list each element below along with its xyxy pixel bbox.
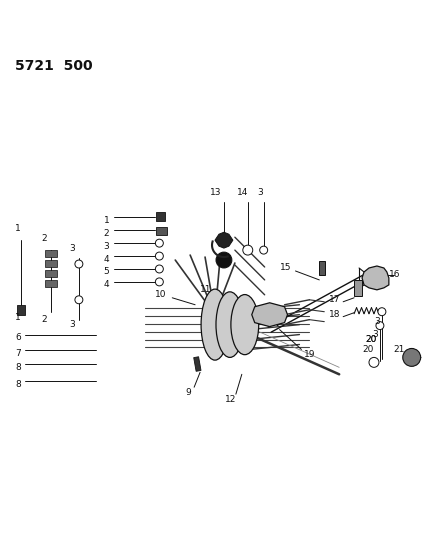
Text: 3: 3 <box>69 244 75 253</box>
Circle shape <box>243 245 253 255</box>
Circle shape <box>155 239 163 247</box>
Text: 1: 1 <box>15 313 21 322</box>
Text: 19: 19 <box>304 350 316 359</box>
Text: 13: 13 <box>210 188 222 197</box>
Circle shape <box>155 278 163 286</box>
Circle shape <box>378 308 386 316</box>
Text: 20: 20 <box>362 345 373 354</box>
Polygon shape <box>215 232 233 248</box>
Text: 15: 15 <box>279 263 291 272</box>
Polygon shape <box>362 266 389 290</box>
Text: 11: 11 <box>200 285 211 294</box>
Circle shape <box>75 296 83 304</box>
Text: 3: 3 <box>258 188 264 197</box>
Text: 16: 16 <box>389 270 400 279</box>
Text: 1: 1 <box>15 224 21 233</box>
Text: 4: 4 <box>104 255 109 263</box>
Text: 14: 14 <box>237 188 248 197</box>
Text: 2: 2 <box>104 229 109 238</box>
Text: 4: 4 <box>104 280 109 289</box>
Circle shape <box>216 252 232 268</box>
Text: 9: 9 <box>185 387 191 397</box>
Text: 21: 21 <box>394 345 405 354</box>
Polygon shape <box>252 303 288 327</box>
Circle shape <box>403 349 421 366</box>
Circle shape <box>155 265 163 273</box>
Text: 18: 18 <box>329 310 341 319</box>
Bar <box>156 227 167 235</box>
Ellipse shape <box>216 292 244 358</box>
Text: 7: 7 <box>15 349 21 358</box>
Ellipse shape <box>231 295 259 354</box>
Text: 5: 5 <box>104 268 110 277</box>
Circle shape <box>75 260 83 268</box>
Text: 10: 10 <box>155 290 167 300</box>
Bar <box>45 260 57 267</box>
Bar <box>17 305 25 314</box>
Text: 3: 3 <box>372 330 378 339</box>
Text: 3: 3 <box>104 241 110 251</box>
Text: 3: 3 <box>69 320 75 329</box>
Text: 3: 3 <box>374 317 380 326</box>
Bar <box>45 270 57 277</box>
Text: 20: 20 <box>365 335 376 344</box>
Text: 17: 17 <box>329 295 341 304</box>
Bar <box>45 280 57 287</box>
Text: 1: 1 <box>104 216 110 225</box>
Text: 20: 20 <box>365 335 376 344</box>
Bar <box>319 261 325 275</box>
Bar <box>354 280 362 296</box>
Circle shape <box>155 252 163 260</box>
Text: 8: 8 <box>15 379 21 389</box>
Text: 8: 8 <box>15 363 21 372</box>
Text: 2: 2 <box>41 233 47 243</box>
Circle shape <box>376 321 384 329</box>
Bar <box>194 357 201 372</box>
Text: 6: 6 <box>15 333 21 342</box>
Text: 2: 2 <box>41 315 47 324</box>
Circle shape <box>369 358 379 367</box>
Bar <box>45 250 57 257</box>
Ellipse shape <box>201 289 229 360</box>
Bar <box>156 212 165 221</box>
Circle shape <box>260 246 268 254</box>
Text: 5721  500: 5721 500 <box>15 59 93 74</box>
Text: 12: 12 <box>225 394 236 403</box>
